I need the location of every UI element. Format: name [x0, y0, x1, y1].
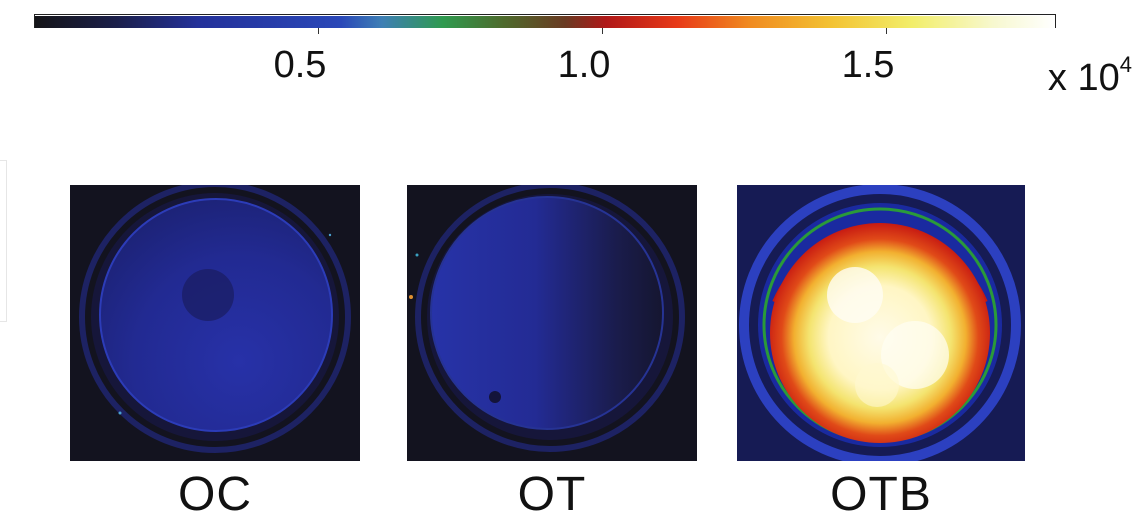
colorbar-scale-label: x 104: [1048, 42, 1132, 101]
left-edge-bracket: [0, 160, 7, 322]
colorbar-scale-prefix: x 10: [1047, 57, 1120, 99]
panel-ot-image: [407, 185, 697, 461]
colorbar-gradient: [35, 16, 1055, 28]
panel-oc-image: [70, 185, 360, 461]
colorbar-tick-label-1-5: 1.5: [841, 44, 895, 86]
colorbar-scale-exponent: 4: [1119, 52, 1132, 77]
panel-label-otb: OTB: [830, 468, 932, 521]
colorbar-tick-1: [318, 28, 319, 34]
colorbar-tick-3: [886, 28, 887, 34]
colorbar-tick-label-1-0: 1.0: [557, 44, 611, 86]
panel-label-ot: OT: [517, 468, 587, 521]
panel-label-oc: OC: [178, 468, 252, 521]
panel-otb-image: [737, 185, 1025, 461]
colorbar: [34, 14, 1056, 28]
colorbar-tick-label-0-5: 0.5: [273, 44, 327, 86]
colorbar-tick-2: [602, 28, 603, 34]
